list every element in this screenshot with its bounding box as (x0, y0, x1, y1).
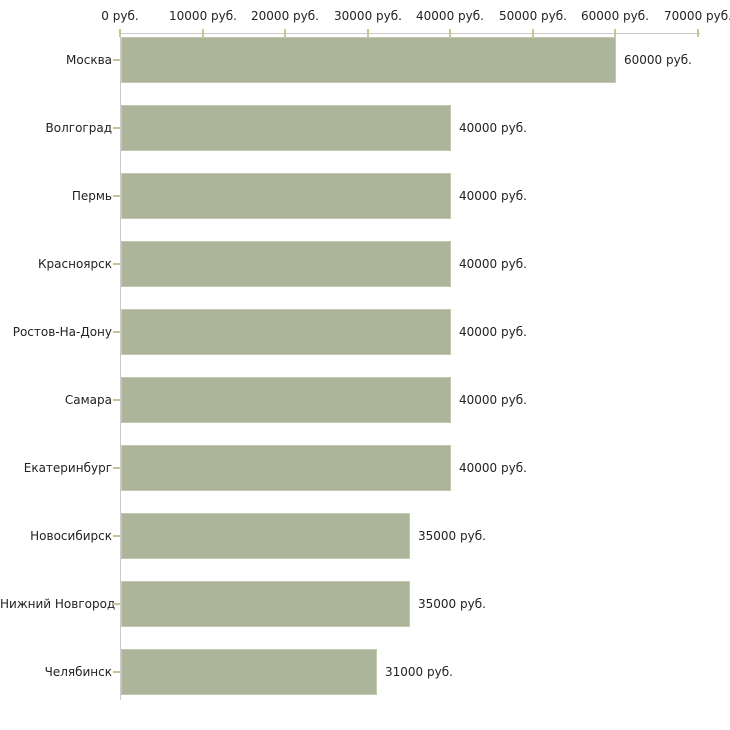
x-tick-label: 10000 руб. (169, 9, 237, 23)
x-tick-label: 20000 руб. (251, 9, 319, 23)
y-tick-mark (113, 603, 120, 605)
category-label: Нижний Новгород (0, 597, 116, 611)
bar-value-label: 40000 руб. (459, 393, 527, 407)
y-tick-mark (113, 535, 120, 537)
bar-value-label: 40000 руб. (459, 325, 527, 339)
bar (121, 513, 410, 559)
bar (121, 105, 451, 151)
bar-value-label: 40000 руб. (459, 257, 527, 271)
category-label: Екатеринбург (23, 461, 112, 475)
x-axis-line (119, 33, 700, 34)
bar (121, 173, 451, 219)
bar-value-label: 35000 руб. (418, 597, 486, 611)
bar-value-label: 31000 руб. (385, 665, 453, 679)
y-tick-mark (113, 399, 120, 401)
x-tick-mark (532, 29, 534, 37)
bar (121, 649, 377, 695)
category-label: Самара (64, 393, 112, 407)
bar-value-label: 40000 руб. (459, 121, 527, 135)
x-tick-mark (284, 29, 286, 37)
y-tick-mark (113, 467, 120, 469)
category-label: Новосибирск (30, 529, 112, 543)
bar-value-label: 35000 руб. (418, 529, 486, 543)
x-tick-mark (119, 29, 121, 37)
bar-value-label: 60000 руб. (624, 53, 692, 67)
x-tick-label: 0 руб. (101, 9, 139, 23)
x-tick-label: 30000 руб. (334, 9, 402, 23)
x-tick-label: 40000 руб. (416, 9, 484, 23)
category-label: Ростов-На-Дону (12, 325, 112, 339)
y-axis-line (120, 33, 121, 700)
bar (121, 309, 451, 355)
x-tick-mark (367, 29, 369, 37)
y-tick-mark (113, 195, 120, 197)
y-tick-mark (113, 331, 120, 333)
x-tick-label: 70000 руб. (664, 9, 730, 23)
y-tick-mark (113, 127, 120, 129)
bar (121, 37, 616, 83)
y-tick-mark (113, 59, 120, 61)
bar (121, 581, 410, 627)
bar (121, 445, 451, 491)
x-tick-mark (449, 29, 451, 37)
y-tick-mark (113, 671, 120, 673)
bar (121, 241, 451, 287)
bar-value-label: 40000 руб. (459, 189, 527, 203)
x-tick-mark (697, 29, 699, 37)
x-tick-mark (614, 29, 616, 37)
bar-value-label: 40000 руб. (459, 461, 527, 475)
category-label: Челябинск (44, 665, 112, 679)
x-tick-label: 50000 руб. (499, 9, 567, 23)
category-label: Красноярск (38, 257, 112, 271)
category-label: Москва (66, 53, 112, 67)
x-tick-mark (202, 29, 204, 37)
category-label: Волгоград (45, 121, 112, 135)
y-tick-mark (113, 263, 120, 265)
x-tick-label: 60000 руб. (581, 9, 649, 23)
bar (121, 377, 451, 423)
category-label: Пермь (71, 189, 112, 203)
